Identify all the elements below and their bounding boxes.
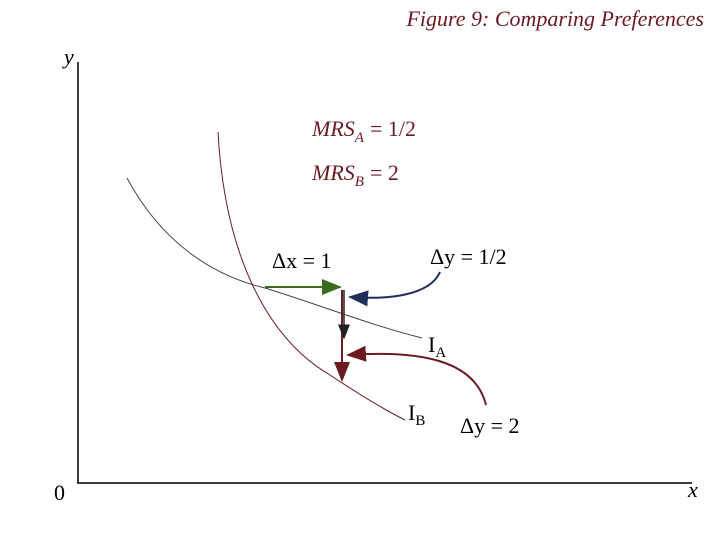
label-sub: B	[415, 413, 425, 429]
delta-y-b-label: Δy = 2	[460, 413, 520, 438]
delta-y-a-label: Δy = 1/2	[430, 244, 507, 269]
mrs-b-label: MRSB = 2	[311, 160, 399, 190]
y-axis-label: y	[62, 44, 74, 69]
label-sub: A	[354, 130, 365, 146]
callout-arrow	[348, 271, 441, 307]
curve-a	[126, 177, 423, 339]
curve-a-label: IA	[428, 332, 446, 361]
label-sub: A	[435, 345, 446, 361]
curve-b-label: IB	[408, 400, 425, 429]
origin-label: 0	[54, 480, 65, 505]
mrs-a-label: MRSA = 1/2	[311, 116, 416, 146]
callout-arrow	[346, 345, 487, 406]
label-part: MRS	[311, 116, 355, 141]
delta-x-label: Δx = 1	[272, 248, 332, 273]
label-part: = 2	[370, 160, 399, 185]
label-part: MRS	[311, 160, 355, 185]
label-part: = 1/2	[370, 116, 416, 141]
label-part: I	[408, 400, 415, 425]
label-sub: B	[355, 174, 364, 190]
x-axis-label: x	[687, 477, 698, 502]
label-part: I	[428, 332, 435, 357]
title: Figure 9: Comparing Preferences	[405, 6, 704, 31]
curve-b	[217, 131, 406, 421]
